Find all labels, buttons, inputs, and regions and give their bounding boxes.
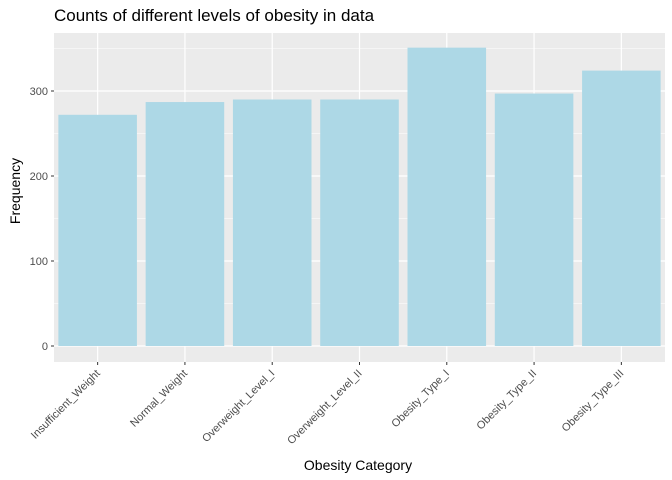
x-tick-label: Normal_Weight [128,368,190,430]
y-tick-label: 0 [42,341,48,353]
x-tick-label: Obesity_Type_I [389,368,452,431]
bar [58,114,137,346]
x-axis: Insufficient_Weight Normal_Weight Overweig… [29,362,627,447]
chart-title: Counts of different levels of obesity in… [54,6,375,25]
bar [407,47,487,347]
y-axis-title: Frequency [7,158,23,224]
x-tick-label: Overweight_Level_II [285,368,364,447]
x-tick-label: Obesity_Type_III [560,368,627,435]
x-tick-label: Obesity_Type_II [474,368,539,433]
bar [320,99,399,346]
y-tick-label: 300 [30,86,48,98]
x-tick-label: Insufficient_Weight [29,368,103,442]
y-tick-label: 200 [30,171,48,183]
bar [582,70,661,346]
y-axis: 0 100 200 300 [30,86,54,353]
bar [494,93,574,346]
bars [58,47,661,347]
bar [145,102,225,346]
y-tick-label: 100 [30,256,48,268]
bar [232,99,312,346]
x-axis-title: Obesity Category [304,457,412,473]
x-tick-label: Overweight_Level_I [200,368,277,445]
